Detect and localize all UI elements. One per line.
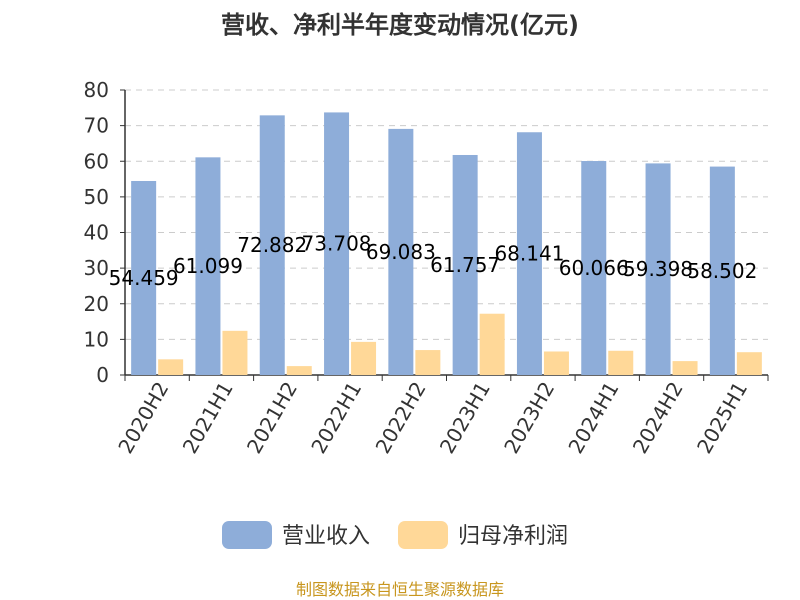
x-tick-label: 2022H1 (306, 378, 366, 458)
bars (131, 112, 762, 375)
bar-net-profit (222, 330, 248, 375)
x-tick-label: 2021H2 (242, 378, 302, 458)
data-label-revenue: 69.083 (366, 240, 436, 264)
legend-net-profit-swatch (398, 521, 448, 549)
bar-revenue (452, 154, 478, 375)
data-label-revenue: 68.141 (494, 242, 564, 266)
bar-net-profit (351, 341, 377, 375)
legend-revenue-label: 营业收入 (282, 524, 370, 549)
bar-revenue (195, 157, 221, 375)
x-tick-label: 2023H1 (435, 378, 495, 458)
x-tick-label: 2023H2 (499, 378, 559, 458)
legend-revenue-swatch (222, 521, 272, 549)
bar-revenue (709, 166, 735, 375)
data-label-revenue: 60.066 (559, 256, 629, 280)
bar-net-profit (415, 350, 441, 375)
bar-net-profit (736, 352, 762, 375)
bar-net-profit (672, 361, 698, 375)
bar-revenue (388, 128, 414, 375)
y-tick-label: 30 (84, 256, 109, 280)
bar-net-profit (608, 350, 634, 375)
x-tick-label: 2024H1 (563, 378, 623, 458)
data-label-revenue: 54.459 (109, 266, 179, 290)
chart-title: 营收、净利半年度变动情况(亿元) (221, 11, 579, 39)
data-labels: 54.45961.09972.88273.70869.08361.75768.1… (109, 232, 758, 290)
legend-net-profit-label: 归母净利润 (458, 524, 568, 549)
data-label-revenue: 73.708 (302, 232, 372, 256)
y-tick-label: 50 (84, 185, 109, 209)
x-tick-label: 2020H2 (113, 378, 173, 458)
data-label-revenue: 61.099 (173, 254, 243, 278)
bar-net-profit (286, 366, 312, 375)
x-tick-label: 2025H1 (692, 378, 752, 458)
y-tick-label: 10 (84, 327, 109, 351)
y-tick-label: 60 (84, 149, 109, 173)
data-label-revenue: 58.502 (687, 259, 757, 283)
y-tick-label: 0 (96, 363, 109, 387)
bar-revenue (259, 115, 285, 375)
x-tick-label: 2022H2 (371, 378, 431, 458)
bar-revenue (131, 180, 157, 375)
bar-revenue (516, 132, 542, 375)
y-tick-label: 80 (84, 78, 109, 102)
bar-net-profit (479, 313, 505, 375)
bar-revenue (645, 163, 671, 375)
source-note: 制图数据来自恒生聚源数据库 (296, 580, 504, 599)
data-label-revenue: 61.757 (430, 253, 500, 277)
y-tick-label: 40 (84, 221, 109, 245)
y-tick-label: 70 (84, 114, 109, 138)
y-tick-label: 20 (84, 292, 109, 316)
bar-net-profit (158, 359, 184, 375)
bar-revenue (581, 161, 607, 375)
legend: 营业收入 归母净利润 (222, 521, 568, 549)
data-label-revenue: 72.882 (237, 233, 307, 257)
x-tick-label: 2024H2 (628, 378, 688, 458)
grid-lines (125, 89, 768, 340)
data-label-revenue: 59.398 (623, 257, 693, 281)
bar-net-profit (543, 351, 569, 375)
bar-revenue (324, 112, 350, 375)
x-tick-label: 2021H1 (178, 378, 238, 458)
